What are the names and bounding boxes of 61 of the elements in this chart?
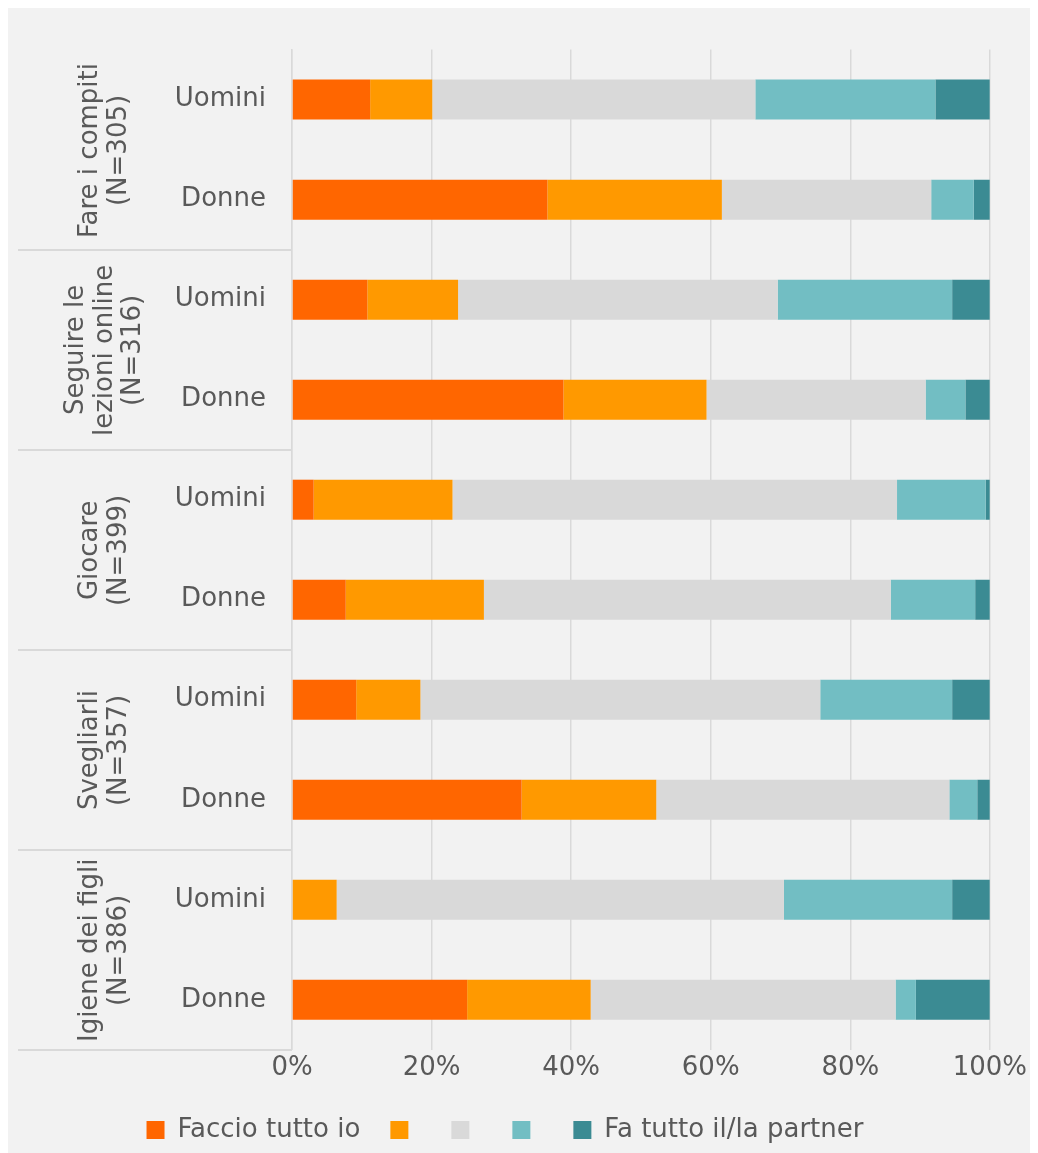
y-tick-label: Donne bbox=[181, 782, 266, 813]
bar bbox=[292, 779, 522, 820]
bar bbox=[345, 579, 484, 620]
bar bbox=[952, 679, 990, 720]
bar bbox=[777, 279, 953, 320]
legend-label: Fa tutto il/la partner bbox=[604, 1112, 864, 1143]
bar bbox=[952, 279, 990, 320]
bar bbox=[895, 979, 916, 1020]
bar bbox=[952, 879, 990, 920]
bar bbox=[292, 679, 357, 720]
bar bbox=[965, 379, 990, 420]
bar bbox=[292, 279, 368, 320]
y-tick-label: Donne bbox=[181, 982, 266, 1013]
y-tick-label: Donne bbox=[181, 582, 266, 613]
bar bbox=[292, 479, 314, 520]
text: Fare i compiti (N=305) bbox=[73, 61, 132, 240]
x-tick-label: 60% bbox=[681, 1051, 740, 1082]
bar bbox=[292, 179, 548, 220]
bar bbox=[292, 79, 371, 120]
bar bbox=[521, 779, 657, 820]
bar bbox=[977, 779, 990, 820]
bar bbox=[897, 479, 986, 520]
text: Igiene dei figli (N=386) bbox=[73, 857, 132, 1044]
y-tick-label: Donne bbox=[181, 182, 266, 213]
y-tick-label: Uomini bbox=[174, 482, 266, 513]
bar bbox=[890, 579, 976, 620]
legend-label: Faccio tutto io bbox=[177, 1112, 361, 1143]
bar bbox=[292, 979, 468, 1020]
y-tick-label: Uomini bbox=[174, 82, 266, 113]
bar bbox=[563, 379, 707, 420]
bar bbox=[755, 79, 936, 120]
bar bbox=[783, 879, 953, 920]
x-tick-label: 20% bbox=[402, 1051, 461, 1082]
bar bbox=[292, 379, 564, 420]
bar bbox=[292, 579, 346, 620]
y-tick-label: Uomini bbox=[174, 682, 266, 713]
bar bbox=[467, 979, 591, 1020]
text: Svegliarli (N=357) bbox=[73, 688, 132, 812]
text: Giocare (N=399) bbox=[73, 493, 132, 608]
x-tick-label: 40% bbox=[542, 1051, 601, 1082]
y-tick-label: Donne bbox=[181, 382, 266, 413]
bar bbox=[313, 479, 453, 520]
bar bbox=[370, 79, 433, 120]
bar bbox=[820, 679, 953, 720]
bar bbox=[925, 379, 966, 420]
x-tick-label: 100% bbox=[952, 1051, 1028, 1082]
y-tick-label: Uomini bbox=[174, 882, 266, 913]
bar bbox=[973, 179, 990, 220]
bar bbox=[547, 179, 722, 220]
bar bbox=[949, 779, 978, 820]
bar bbox=[367, 279, 459, 320]
bar bbox=[931, 179, 974, 220]
x-tick-label: 0% bbox=[271, 1051, 313, 1082]
bar bbox=[292, 879, 337, 920]
bar bbox=[356, 679, 421, 720]
text: Seguire le lezioni online (N=316) bbox=[59, 263, 147, 438]
bar bbox=[975, 579, 990, 620]
y-tick-label: Uomini bbox=[174, 282, 266, 313]
bar bbox=[915, 979, 990, 1020]
x-tick-label: 80% bbox=[821, 1051, 880, 1082]
bar bbox=[935, 79, 990, 120]
